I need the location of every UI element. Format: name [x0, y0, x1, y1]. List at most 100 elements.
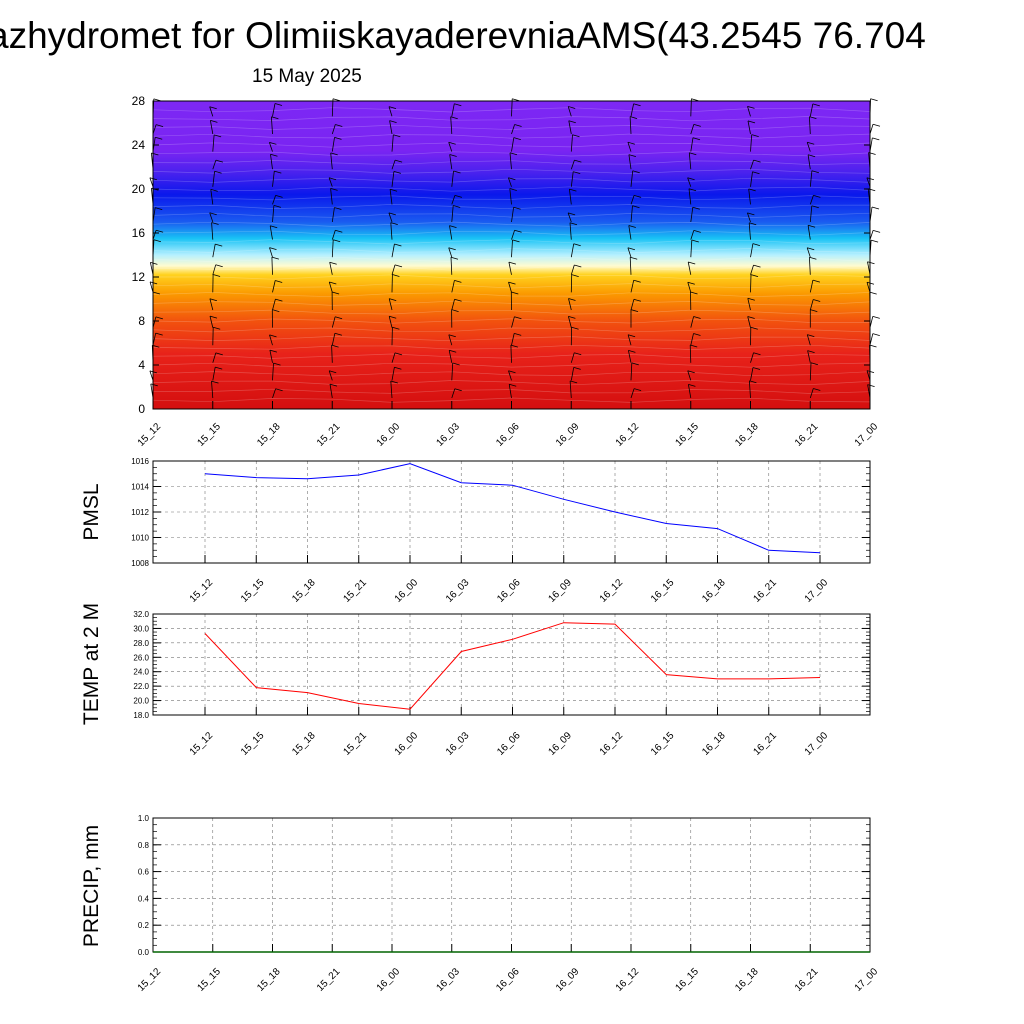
wind-barb [687, 177, 692, 187]
wind-barb-flag [633, 195, 642, 198]
y-tick-label: 24.0 [133, 668, 149, 677]
wind-barb [388, 316, 393, 328]
y-tick-label: 0.0 [138, 948, 150, 957]
precip-panel: 0.0 0.2 0.4 0.6 0.8 1.0 15_12 15_15 15_18 15_21 16… [80, 814, 880, 994]
wind-barb [212, 367, 216, 381]
wind-barb-flag [511, 291, 519, 295]
wind-barb [630, 388, 635, 399]
wind-barb-flag [273, 205, 282, 208]
wind-barb-flag [690, 344, 698, 348]
wind-barb-flag [568, 106, 576, 109]
wind-barb-flag [454, 280, 462, 283]
wind-barb [272, 171, 275, 187]
wind-barb-flag [328, 177, 337, 181]
wind-barb [568, 316, 572, 328]
wind-barb-flag [211, 222, 219, 225]
wind-barb-flag [574, 264, 582, 268]
wind-barb [511, 333, 515, 346]
wind-barb [328, 177, 333, 187]
wind-barb-flag [628, 154, 637, 157]
y-tick-label: 28 [132, 94, 146, 108]
wind-barb-flag [275, 280, 283, 283]
wind-barb-flag [811, 170, 820, 174]
forecast-date: 15 May 2025 [252, 66, 362, 87]
wind-barb [747, 106, 751, 117]
series-line [204, 463, 821, 554]
wind-barb-flag [812, 103, 820, 107]
wind-barb [567, 212, 572, 223]
wind-barb-flag [271, 256, 280, 260]
x-tick-label: 16_00 [375, 966, 403, 994]
wind-barb [388, 106, 393, 117]
wind-barb-flag [872, 333, 880, 336]
wind-barb [806, 142, 811, 152]
wind-barb-flag [275, 195, 283, 198]
wind-barb-flag [331, 344, 339, 348]
x-tick-label: 16_15 [649, 730, 677, 758]
wind-barb [152, 230, 157, 240]
contour-line [152, 116, 871, 122]
wind-barb-flag [388, 106, 397, 109]
wind-barb-flag [631, 362, 639, 366]
wind-barb [511, 316, 515, 328]
wind-barb [389, 189, 393, 205]
wind-barb [690, 98, 692, 117]
wind-barb [750, 159, 754, 170]
wind-barb [508, 177, 512, 187]
wind-barb-flag [210, 189, 218, 192]
wind-barb-flag [870, 239, 879, 243]
y-tick-label: 26.0 [133, 653, 149, 662]
contour-line [152, 274, 871, 280]
wind-barb [747, 212, 751, 223]
y-tick-label: 12 [132, 270, 146, 284]
wind-barb-flag [215, 243, 223, 247]
wind-barb-flag [150, 262, 158, 265]
wind-barb [809, 103, 814, 117]
x-tick-label: 16_21 [793, 421, 821, 449]
wind-barb [510, 345, 512, 363]
wind-barb-flag [750, 326, 758, 330]
x-tick-label: 15_21 [315, 966, 343, 994]
x-tick-label: 15_12 [188, 730, 216, 758]
x-tick-label: 16_03 [434, 966, 462, 994]
wind-barb [269, 247, 273, 258]
y-axis-label: PRECIP, mm [80, 825, 103, 947]
wind-barb [806, 334, 811, 346]
contour-line [153, 388, 871, 394]
wind-barb-flag [514, 316, 522, 320]
wind-barb [690, 230, 695, 240]
wind-barb [570, 171, 574, 187]
y-tick-label: 1010 [131, 534, 149, 543]
wind-barb [331, 239, 334, 258]
wind-barb-flag [209, 315, 218, 319]
wind-barb [328, 370, 333, 381]
wind-barb [272, 103, 276, 117]
wind-barb-flag [568, 316, 576, 319]
wind-barb [629, 116, 632, 135]
y-tick-label: 32.0 [133, 610, 149, 619]
wind-barb-flag [689, 152, 697, 156]
wind-barb [807, 225, 811, 240]
wind-barb-flag [813, 299, 821, 302]
wind-barb [451, 103, 455, 117]
wind-barb [448, 247, 453, 258]
wind-barb-flag [693, 124, 701, 127]
wind-barb [212, 171, 215, 187]
wind-barb [390, 222, 393, 240]
contour-line [152, 344, 871, 350]
wind-barb-flag [692, 137, 701, 141]
wind-barb-flag [691, 239, 699, 243]
wind-barb-flag [813, 388, 821, 391]
wind-barb-flag [215, 352, 223, 356]
x-tick-label: 16_15 [673, 966, 701, 994]
wind-barb [630, 299, 635, 311]
wind-barb [748, 188, 751, 205]
x-tick-label: 15_18 [255, 966, 283, 994]
wind-barb-flag [812, 279, 821, 283]
wind-barb [807, 350, 811, 363]
wind-barb [269, 350, 273, 363]
x-tick-label: 16_09 [554, 966, 582, 994]
wind-barb-flag [807, 247, 815, 251]
wind-barb [750, 352, 754, 363]
wind-barb [687, 370, 692, 381]
